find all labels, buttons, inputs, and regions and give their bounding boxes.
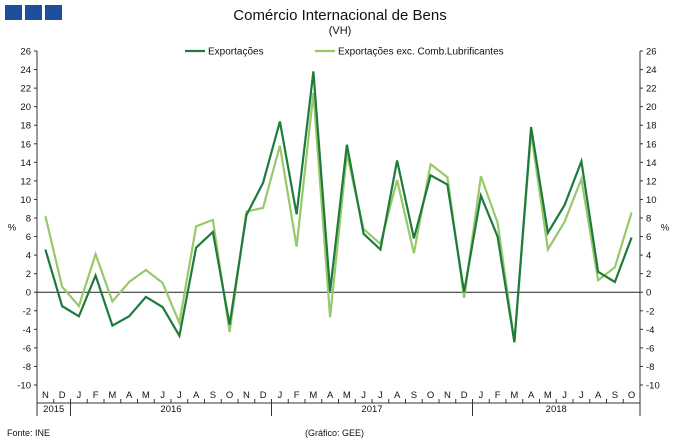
chart-title: Comércio Internacional de Bens xyxy=(233,7,447,24)
y-tick-label-right: -4 xyxy=(646,325,654,336)
year-label: 2015 xyxy=(43,404,64,415)
year-label: 2016 xyxy=(160,404,181,415)
x-tick-label: M xyxy=(544,390,552,401)
x-tick-label: D xyxy=(59,390,66,401)
x-tick-label: D xyxy=(260,390,267,401)
y-tick-label-left: 26 xyxy=(20,47,31,58)
legend-label-1: Exportações exc. Comb.Lubrificantes xyxy=(338,47,504,58)
series-line-1 xyxy=(44,92,633,342)
x-tick-label: J xyxy=(378,390,383,401)
y-tick-label-right: 8 xyxy=(646,214,651,225)
y-tick-label-right: 24 xyxy=(646,65,657,76)
logo-block-3 xyxy=(45,5,62,20)
x-tick-label: D xyxy=(461,390,468,401)
x-tick-label: F xyxy=(93,390,99,401)
y-axis-unit-left: % xyxy=(8,222,17,233)
y-tick-label-right: -10 xyxy=(646,381,660,392)
y-tick-label-right: -2 xyxy=(646,306,654,317)
y-tick-label-left: 22 xyxy=(20,84,31,95)
x-tick-label: O xyxy=(427,390,434,401)
x-tick-label: J xyxy=(278,390,283,401)
y-tick-label-right: 22 xyxy=(646,84,657,95)
y-tick-label-left: 12 xyxy=(20,176,31,187)
y-tick-label-right: 20 xyxy=(646,102,657,113)
y-tick-label-left: 0 xyxy=(26,288,31,299)
x-tick-label: M xyxy=(108,390,116,401)
year-label: 2018 xyxy=(546,404,567,415)
logo-block-2 xyxy=(25,5,42,20)
y-tick-label-left: -2 xyxy=(23,306,31,317)
x-tick-label: F xyxy=(294,390,300,401)
y-tick-label-right: 14 xyxy=(646,158,657,169)
chart-credit: (Gráfico: GEE) xyxy=(305,428,365,438)
x-tick-label: S xyxy=(612,390,618,401)
x-tick-label: S xyxy=(210,390,216,401)
x-tick-label: J xyxy=(160,390,165,401)
gee-logo xyxy=(5,5,62,20)
y-tick-label-right: 12 xyxy=(646,176,657,187)
x-tick-label: O xyxy=(226,390,233,401)
x-tick-label: M xyxy=(309,390,317,401)
source-note: Fonte: INE xyxy=(7,428,51,438)
x-tick-label: A xyxy=(327,390,334,401)
y-tick-label-left: 2 xyxy=(26,269,31,280)
y-tick-label-left: -6 xyxy=(23,343,31,354)
y-tick-label-left: 20 xyxy=(20,102,31,113)
y-tick-label-left: -8 xyxy=(23,362,31,373)
x-tick-label: J xyxy=(361,390,366,401)
x-tick-label: J xyxy=(562,390,567,401)
y-tick-label-left: 8 xyxy=(26,214,31,225)
y-tick-label-left: 4 xyxy=(26,251,31,262)
y-tick-label-right: 6 xyxy=(646,232,651,243)
x-tick-label: A xyxy=(528,390,535,401)
x-tick-label: J xyxy=(479,390,484,401)
y-tick-label-right: -6 xyxy=(646,343,654,354)
chart-subtitle: (VH) xyxy=(328,25,352,37)
y-axis-unit-right: % xyxy=(661,222,670,233)
y-tick-label-left: 10 xyxy=(20,195,31,206)
y-tick-label-right: 0 xyxy=(646,288,651,299)
y-tick-label-left: -10 xyxy=(17,381,31,392)
x-tick-label: A xyxy=(394,390,401,401)
y-tick-label-left: -4 xyxy=(23,325,31,336)
logo-block-1 xyxy=(5,5,22,20)
x-tick-label: A xyxy=(126,390,133,401)
y-tick-label-left: 14 xyxy=(20,158,31,169)
y-tick-label-right: 26 xyxy=(646,47,657,58)
y-tick-label-right: 4 xyxy=(646,251,651,262)
x-tick-label: J xyxy=(579,390,584,401)
x-tick-label: F xyxy=(495,390,501,401)
x-tick-label: N xyxy=(243,390,250,401)
y-tick-label-right: 18 xyxy=(646,121,657,132)
y-tick-label-right: 10 xyxy=(646,195,657,206)
x-tick-label: J xyxy=(177,390,182,401)
x-tick-label: J xyxy=(77,390,82,401)
series-line-0 xyxy=(44,71,633,343)
y-tick-label-left: 6 xyxy=(26,232,31,243)
x-tick-label: M xyxy=(142,390,150,401)
x-tick-label: A xyxy=(595,390,602,401)
x-tick-label: N xyxy=(42,390,49,401)
x-tick-label: N xyxy=(444,390,451,401)
x-tick-label: S xyxy=(411,390,417,401)
x-tick-label: A xyxy=(193,390,200,401)
y-tick-label-right: -8 xyxy=(646,362,654,373)
y-tick-label-left: 24 xyxy=(20,65,31,76)
x-tick-label: M xyxy=(343,390,351,401)
year-label: 2017 xyxy=(361,404,382,415)
y-tick-label-right: 2 xyxy=(646,269,651,280)
y-tick-label-right: 16 xyxy=(646,139,657,150)
y-tick-label-left: 16 xyxy=(20,139,31,150)
x-tick-label: M xyxy=(510,390,518,401)
legend-label-0: Exportações xyxy=(208,47,264,58)
x-tick-label: O xyxy=(628,390,635,401)
y-tick-label-left: 18 xyxy=(20,121,31,132)
